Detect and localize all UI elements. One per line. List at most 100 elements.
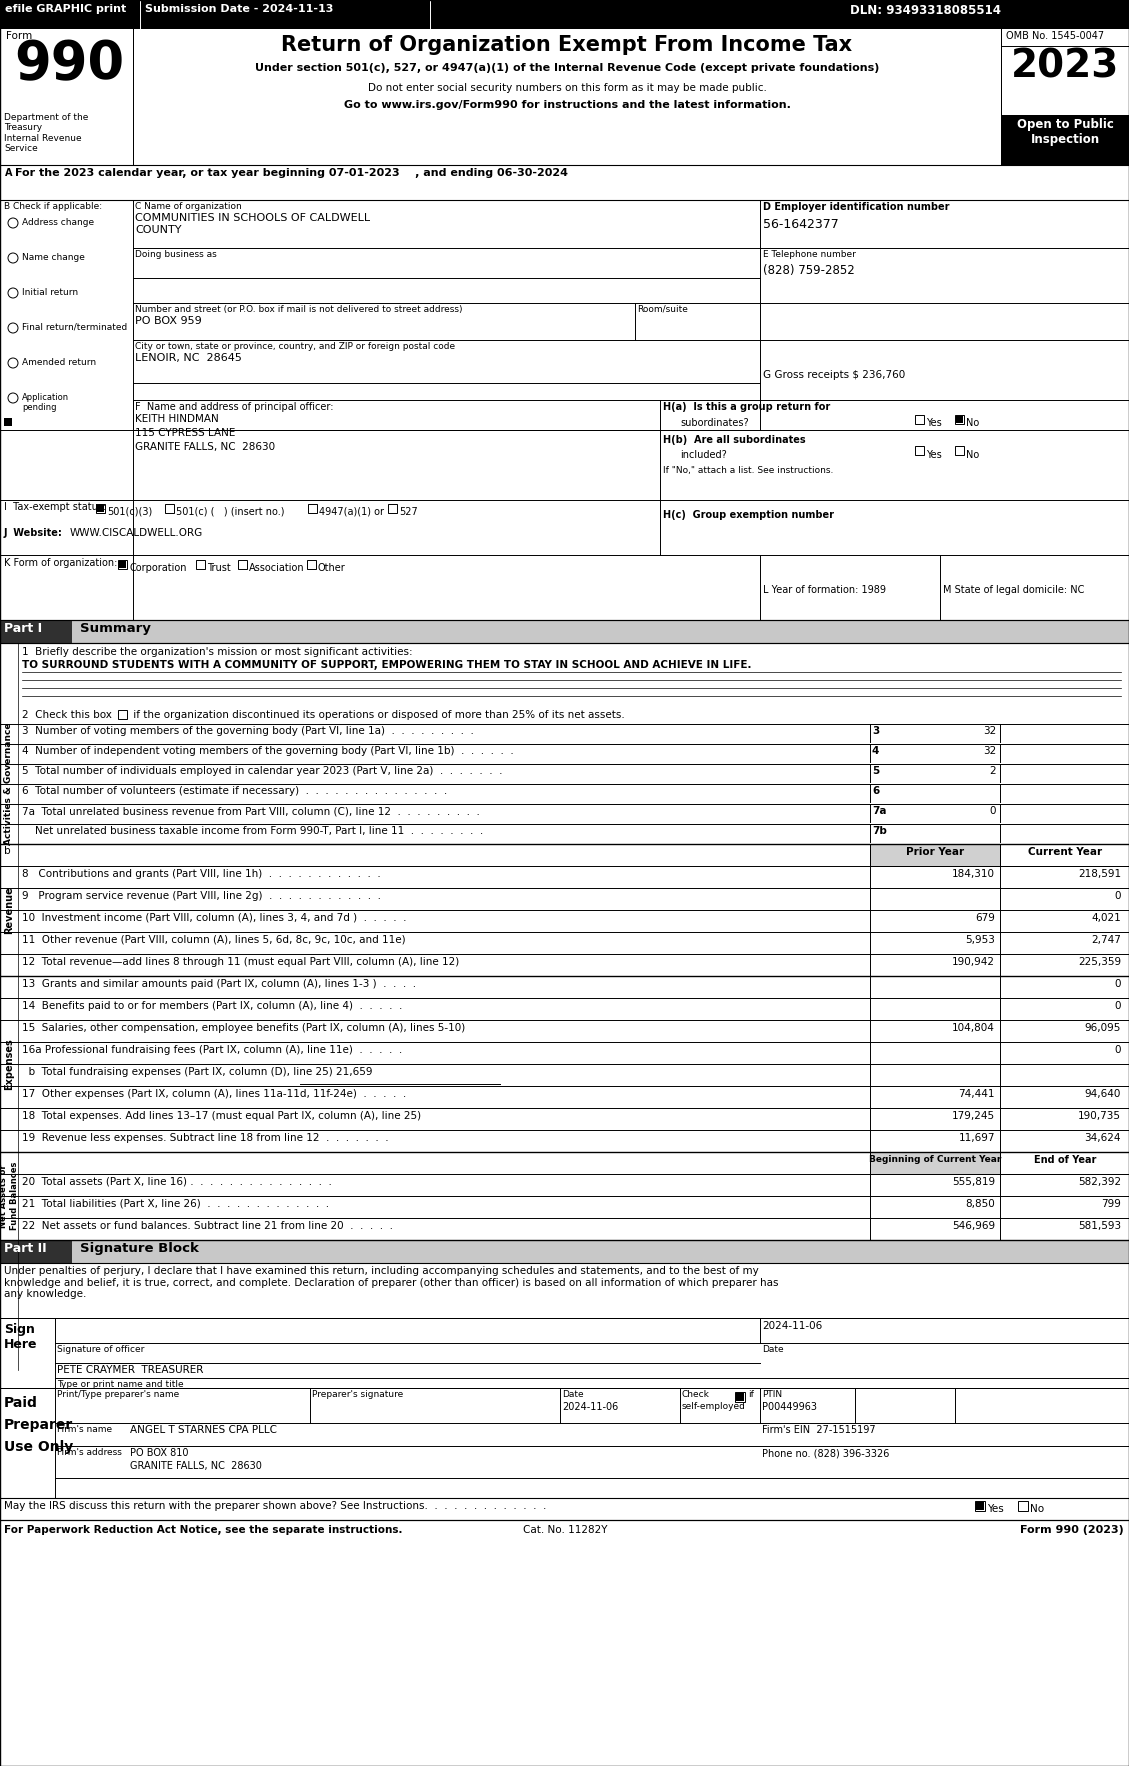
Text: 2  Check this box: 2 Check this box — [21, 710, 115, 721]
Text: 20  Total assets (Part X, line 16) .  .  .  .  .  .  .  .  .  .  .  .  .  .  .: 20 Total assets (Part X, line 16) . . . … — [21, 1176, 332, 1187]
Bar — [0, 28, 1129, 164]
Text: Date: Date — [762, 1346, 784, 1355]
Bar — [388, 503, 397, 512]
Bar — [133, 28, 1001, 164]
Text: Prior Year: Prior Year — [905, 848, 964, 857]
Text: 2024-11-06: 2024-11-06 — [562, 1402, 619, 1413]
Text: 190,942: 190,942 — [952, 957, 995, 968]
Bar — [956, 417, 963, 424]
Text: Do not enter social security numbers on this form as it may be made public.: Do not enter social security numbers on … — [368, 83, 767, 94]
Bar — [1000, 844, 1129, 865]
Text: Revenue: Revenue — [5, 887, 14, 934]
Text: 74,441: 74,441 — [959, 1090, 995, 1098]
Text: 10  Investment income (Part VIII, column (A), lines 3, 4, and 7d )  .  .  .  .  : 10 Investment income (Part VIII, column … — [21, 913, 406, 924]
Text: End of Year: End of Year — [1034, 1155, 1096, 1166]
Text: 501(c) (   ) (insert no.): 501(c) ( ) (insert no.) — [176, 507, 285, 517]
Text: 13  Grants and similar amounts paid (Part IX, column (A), lines 1-3 )  .  .  .  : 13 Grants and similar amounts paid (Part… — [21, 978, 417, 989]
Bar — [870, 1151, 1000, 1174]
Text: Department of the
Treasury
Internal Revenue
Service: Department of the Treasury Internal Reve… — [5, 113, 88, 154]
Text: Net unrelated business taxable income from Form 990-T, Part I, line 11  .  .  . : Net unrelated business taxable income fr… — [21, 826, 483, 835]
Bar — [307, 560, 316, 569]
Text: Under section 501(c), 527, or 4947(a)(1) of the Internal Revenue Code (except pr: Under section 501(c), 527, or 4947(a)(1)… — [255, 64, 879, 72]
Text: included?: included? — [680, 450, 727, 459]
Text: Other: Other — [318, 563, 345, 572]
Bar — [0, 1240, 1129, 1263]
Text: 1  Briefly describe the organization's mission or most significant activities:: 1 Briefly describe the organization's mi… — [21, 646, 412, 657]
Text: H(b)  Are all subordinates: H(b) Are all subordinates — [663, 434, 806, 445]
Text: Doing business as: Doing business as — [135, 251, 217, 260]
Bar — [0, 1521, 1129, 1551]
Text: Use Only: Use Only — [5, 1439, 73, 1453]
Bar — [0, 1317, 1129, 1388]
Bar — [5, 419, 12, 426]
Text: D Employer identification number: D Employer identification number — [763, 201, 949, 212]
Text: 5,953: 5,953 — [965, 934, 995, 945]
Text: K Form of organization:: K Form of organization: — [5, 558, 117, 569]
Text: WWW.CISCALDWELL.ORG: WWW.CISCALDWELL.ORG — [70, 528, 203, 539]
Text: Corporation: Corporation — [129, 563, 186, 572]
Text: 679: 679 — [975, 913, 995, 924]
Text: P00449963: P00449963 — [762, 1402, 817, 1413]
Text: DLN: 93493318085514: DLN: 93493318085514 — [850, 4, 1001, 18]
Text: if: if — [749, 1390, 754, 1399]
Text: b: b — [5, 846, 10, 857]
Text: 0: 0 — [1114, 1001, 1121, 1010]
Bar — [0, 0, 1129, 28]
Text: Initial return: Initial return — [21, 288, 78, 297]
Text: 5: 5 — [872, 766, 879, 775]
Text: LENOIR, NC  28645: LENOIR, NC 28645 — [135, 353, 242, 364]
Text: Form: Form — [6, 32, 33, 41]
Text: b  Total fundraising expenses (Part IX, column (D), line 25) 21,659: b Total fundraising expenses (Part IX, c… — [21, 1067, 373, 1077]
Bar — [119, 560, 126, 569]
Text: E Telephone number: E Telephone number — [763, 251, 856, 260]
Text: 225,359: 225,359 — [1078, 957, 1121, 968]
Text: 3  Number of voting members of the governing body (Part VI, line 1a)  .  .  .  .: 3 Number of voting members of the govern… — [21, 726, 474, 736]
Bar — [96, 503, 105, 512]
Text: Room/suite: Room/suite — [637, 306, 688, 314]
Bar — [1000, 1151, 1129, 1174]
Text: 179,245: 179,245 — [952, 1111, 995, 1121]
Text: M State of legal domicile: NC: M State of legal domicile: NC — [943, 585, 1084, 595]
Text: subordinates?: subordinates? — [680, 419, 749, 427]
Text: 7a: 7a — [872, 805, 886, 816]
Text: 11,697: 11,697 — [959, 1134, 995, 1143]
Text: OMB No. 1545-0047: OMB No. 1545-0047 — [1006, 32, 1104, 41]
Bar — [1001, 28, 1129, 164]
Bar — [736, 1393, 744, 1400]
Text: A: A — [5, 168, 12, 178]
Text: 16a Professional fundraising fees (Part IX, column (A), line 11e)  .  .  .  .  .: 16a Professional fundraising fees (Part … — [21, 1045, 402, 1054]
Bar — [1001, 115, 1129, 164]
Text: Beginning of Current Year: Beginning of Current Year — [869, 1155, 1001, 1164]
Bar — [308, 503, 317, 512]
Text: 0: 0 — [989, 805, 996, 816]
Text: 96,095: 96,095 — [1085, 1023, 1121, 1033]
Text: 546,969: 546,969 — [952, 1220, 995, 1231]
Bar — [914, 415, 924, 424]
Text: Phone no. (828) 396-3326: Phone no. (828) 396-3326 — [762, 1448, 890, 1459]
Text: Go to www.irs.gov/Form990 for instructions and the latest information.: Go to www.irs.gov/Form990 for instructio… — [343, 101, 790, 109]
Text: 2,747: 2,747 — [1091, 934, 1121, 945]
Text: 2024-11-06: 2024-11-06 — [762, 1321, 822, 1332]
Text: 4: 4 — [872, 745, 879, 756]
Text: 5  Total number of individuals employed in calendar year 2023 (Part V, line 2a) : 5 Total number of individuals employed i… — [21, 766, 502, 775]
Text: Firm's name: Firm's name — [56, 1425, 112, 1434]
Text: H(a)  Is this a group return for: H(a) Is this a group return for — [663, 403, 830, 411]
Text: TO SURROUND STUDENTS WITH A COMMUNITY OF SUPPORT, EMPOWERING THEM TO STAY IN SCH: TO SURROUND STUDENTS WITH A COMMUNITY OF… — [21, 660, 752, 669]
Text: 14  Benefits paid to or for members (Part IX, column (A), line 4)  .  .  .  .  .: 14 Benefits paid to or for members (Part… — [21, 1001, 402, 1010]
Text: Firm's EIN  27-1515197: Firm's EIN 27-1515197 — [762, 1425, 876, 1436]
Text: 555,819: 555,819 — [952, 1176, 995, 1187]
Text: I  Tax-exempt status:: I Tax-exempt status: — [5, 502, 106, 512]
Text: 11  Other revenue (Part VIII, column (A), lines 5, 6d, 8c, 9c, 10c, and 11e): 11 Other revenue (Part VIII, column (A),… — [21, 934, 405, 945]
Bar — [914, 447, 924, 456]
Text: Signature of officer: Signature of officer — [56, 1346, 145, 1355]
Text: Yes: Yes — [987, 1505, 1004, 1513]
Text: Final return/terminated: Final return/terminated — [21, 323, 128, 332]
Text: Number and street (or P.O. box if mail is not delivered to street address): Number and street (or P.O. box if mail i… — [135, 306, 463, 314]
Text: 32: 32 — [982, 726, 996, 736]
Text: 19  Revenue less expenses. Subtract line 18 from line 12  .  .  .  .  .  .  .: 19 Revenue less expenses. Subtract line … — [21, 1134, 388, 1143]
Text: 8,850: 8,850 — [965, 1199, 995, 1210]
Text: GRANITE FALLS, NC  28630: GRANITE FALLS, NC 28630 — [135, 442, 275, 452]
Text: H(c)  Group exemption number: H(c) Group exemption number — [663, 510, 834, 519]
Text: Net Assets or
Fund Balances: Net Assets or Fund Balances — [0, 1162, 19, 1231]
Text: 12  Total revenue—add lines 8 through 11 (must equal Part VIII, column (A), line: 12 Total revenue—add lines 8 through 11 … — [21, 957, 460, 968]
